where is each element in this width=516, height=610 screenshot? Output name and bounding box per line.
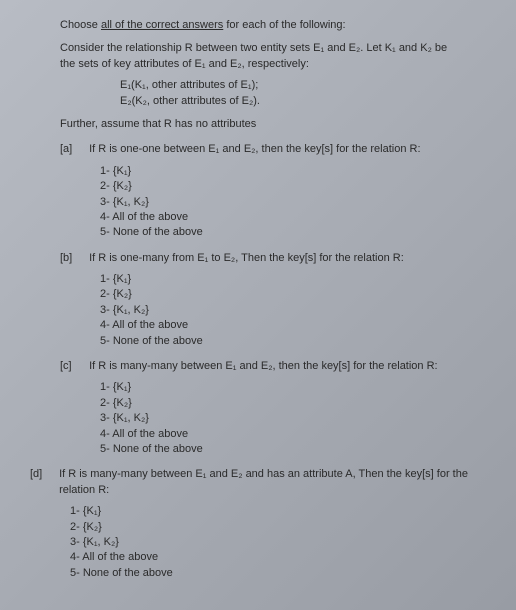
context-line1: Consider the relationship R between two …	[60, 41, 496, 56]
instruction-underlined: all of the correct answers	[101, 19, 223, 31]
option-a-4: 4- All of the above	[100, 210, 496, 225]
option-d-3: 3- {K₁, K₂}	[70, 535, 496, 550]
question-a-options: 1- {K₁} 2- {K₂} 3- {K₁, K₂} 4- All of th…	[100, 164, 496, 241]
question-a-label: [a]	[60, 142, 86, 157]
option-d-2: 2- {K₂}	[70, 520, 496, 535]
question-a: [a] If R is one-one between E₁ and E₂, t…	[30, 142, 496, 240]
option-a-1: 1- {K₁}	[100, 164, 496, 179]
question-c: [c] If R is many-many between E₁ and E₂,…	[30, 359, 496, 457]
option-c-4: 4- All of the above	[100, 427, 496, 442]
question-d: [d] If R is many-many between E₁ and E₂ …	[30, 467, 496, 581]
option-c-5: 5- None of the above	[100, 442, 496, 457]
question-d-options: 1- {K₁} 2- {K₂} 3- {K₁, K₂} 4- All of th…	[70, 504, 496, 581]
instruction-prefix: Choose	[60, 19, 101, 31]
question-c-text: If R is many-many between E₁ and E₂, the…	[89, 359, 489, 374]
option-b-4: 4- All of the above	[100, 318, 496, 333]
option-b-2: 2- {K₂}	[100, 287, 496, 302]
question-d-label: [d]	[30, 467, 56, 482]
option-b-3: 3- {K₁, K₂}	[100, 303, 496, 318]
question-b-text: If R is one-many from E₁ to E₂, Then the…	[89, 251, 489, 266]
context-block: Consider the relationship R between two …	[60, 41, 496, 72]
option-c-3: 3- {K₁, K₂}	[100, 411, 496, 426]
option-a-3: 3- {K₁, K₂}	[100, 195, 496, 210]
question-d-text: If R is many-many between E₁ and E₂ and …	[59, 467, 479, 498]
option-b-5: 5- None of the above	[100, 334, 496, 349]
instruction-suffix: for each of the following:	[223, 19, 345, 31]
question-b: [b] If R is one-many from E₁ to E₂, Then…	[30, 251, 496, 349]
option-c-2: 2- {K₂}	[100, 396, 496, 411]
document-page: Choose all of the correct answers for ea…	[0, 0, 516, 609]
option-b-1: 1- {K₁}	[100, 272, 496, 287]
question-b-label: [b]	[60, 251, 86, 266]
instruction-line: Choose all of the correct answers for ea…	[60, 18, 496, 33]
entity-def2: E₂(K₂, other attributes of E₂).	[120, 94, 496, 109]
option-a-2: 2- {K₂}	[100, 179, 496, 194]
entity-definitions: E₁(K₁, other attributes of E₁); E₂(K₂, o…	[120, 78, 496, 109]
question-c-label: [c]	[60, 359, 86, 374]
context-line2: the sets of key attributes of E₁ and E₂,…	[60, 57, 496, 72]
question-a-text: If R is one-one between E₁ and E₂, then …	[89, 142, 489, 157]
option-d-1: 1- {K₁}	[70, 504, 496, 519]
question-c-options: 1- {K₁} 2- {K₂} 3- {K₁, K₂} 4- All of th…	[100, 380, 496, 457]
assumption-line: Further, assume that R has no attributes	[60, 117, 496, 132]
option-c-1: 1- {K₁}	[100, 380, 496, 395]
option-a-5: 5- None of the above	[100, 225, 496, 240]
option-d-4: 4- All of the above	[70, 550, 496, 565]
entity-def1: E₁(K₁, other attributes of E₁);	[120, 78, 496, 93]
question-b-options: 1- {K₁} 2- {K₂} 3- {K₁, K₂} 4- All of th…	[100, 272, 496, 349]
option-d-5: 5- None of the above	[70, 566, 496, 581]
